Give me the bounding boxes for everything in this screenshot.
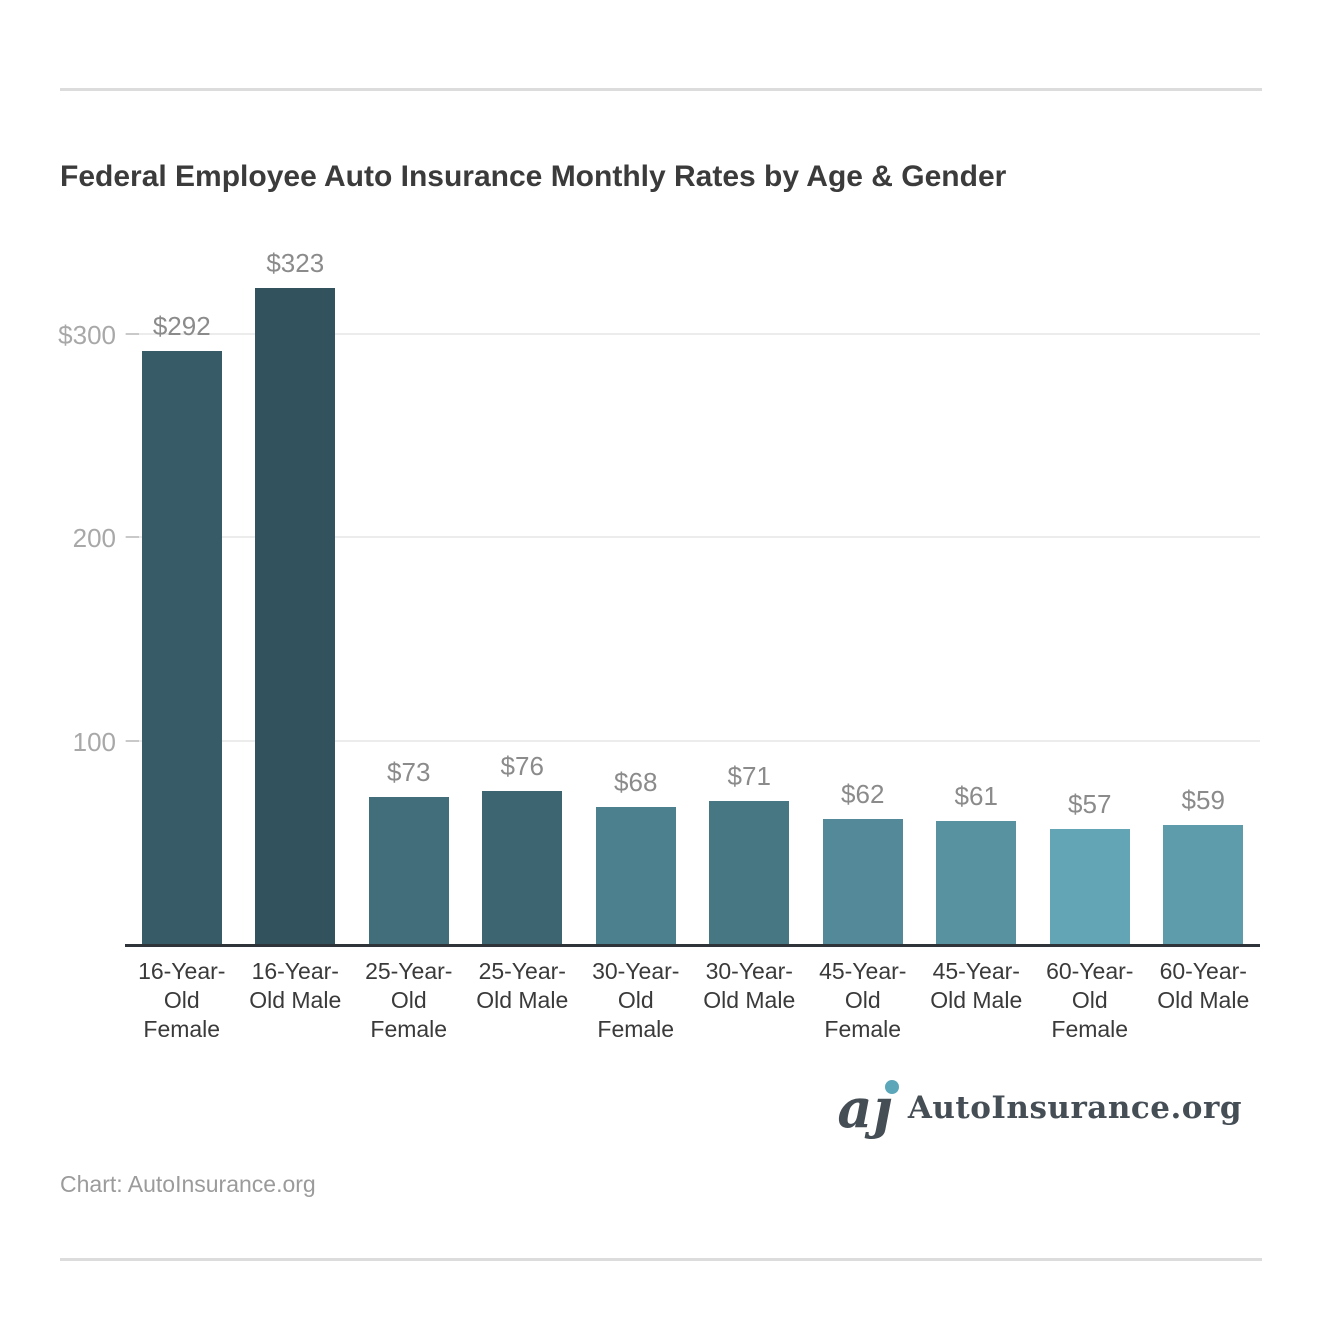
bottom-divider — [60, 1258, 1262, 1261]
bar — [1163, 825, 1244, 945]
autoinsurance-logo[interactable]: aȷ AutoInsurance.org — [837, 1078, 1242, 1138]
bar — [482, 790, 563, 945]
chart-title: Federal Employee Auto Insurance Monthly … — [60, 160, 1007, 193]
gridline — [125, 333, 1260, 335]
bar-value-label: $68 — [614, 766, 658, 797]
bar-group: $59 — [1147, 785, 1260, 945]
bar-group: $323 — [239, 248, 352, 945]
chart-credit: Chart: AutoInsurance.org — [60, 1171, 316, 1197]
bar-value-label: $76 — [500, 750, 544, 781]
bar-value-label: $61 — [954, 781, 998, 811]
bar-value-label: $59 — [1181, 785, 1225, 815]
y-axis-tick-label: 200 — [72, 523, 116, 554]
category-label: 16-Year-Old Male — [249, 958, 342, 1013]
y-axis: $300 200 100 — [32, 238, 116, 945]
x-axis-baseline — [125, 944, 1260, 947]
y-axis-tick-label: 100 — [72, 726, 116, 757]
gridline — [125, 536, 1260, 539]
bar-value-label: $292 — [152, 311, 211, 342]
bar-group: $61 — [920, 781, 1033, 945]
bar — [368, 796, 449, 945]
bar-value-label: $62 — [841, 778, 885, 809]
bar — [255, 288, 336, 945]
bar-group: $73 — [352, 757, 465, 945]
bar-group: $292 — [125, 311, 238, 945]
gridline — [125, 739, 1260, 742]
logo-wordmark: AutoInsurance.org — [907, 1090, 1242, 1126]
plot-area: $292 $323 $73 $76 $68 $71 — [125, 238, 1260, 947]
category-label: 60-Year-Old Female — [1046, 958, 1134, 1042]
top-divider — [60, 88, 1262, 91]
y-axis-tick-label: $300 — [58, 320, 116, 350]
bar-value-label: $57 — [1068, 789, 1112, 820]
bar — [936, 821, 1017, 945]
category-label: 60-Year-Old Male — [1157, 958, 1250, 1013]
bar-group: $57 — [1033, 789, 1146, 945]
x-axis-labels: 16-Year-Old Female 16-Year-Old Male 25-Y… — [125, 957, 1260, 1044]
bar — [709, 800, 790, 945]
bar-group: $62 — [806, 779, 919, 945]
category-label: 30-Year-Old Male — [703, 958, 796, 1013]
bar-value-label: $323 — [266, 248, 325, 279]
bar-group: $71 — [693, 761, 806, 945]
autoinsurance-logo-icon: aȷ — [837, 1078, 899, 1138]
category-label: 25-Year-Old Male — [476, 958, 569, 1013]
bar-value-label: $71 — [727, 760, 771, 791]
category-label: 45-Year-Old Female — [819, 958, 907, 1042]
category-label: 16-Year-Old Female — [138, 958, 226, 1042]
bar — [595, 806, 676, 945]
bar — [822, 818, 903, 945]
bar-group: $68 — [579, 767, 692, 945]
category-label: 45-Year-Old Male — [930, 958, 1023, 1013]
bar — [1049, 829, 1130, 945]
bar-value-label: $73 — [387, 756, 431, 787]
category-label: 30-Year-Old Female — [592, 958, 680, 1042]
category-label: 25-Year-Old Female — [365, 958, 453, 1042]
bar — [141, 351, 222, 945]
bar-group: $76 — [466, 750, 579, 945]
bar-series: $292 $323 $73 $76 $68 $71 — [125, 238, 1260, 945]
logo-dot-icon — [884, 1080, 899, 1094]
